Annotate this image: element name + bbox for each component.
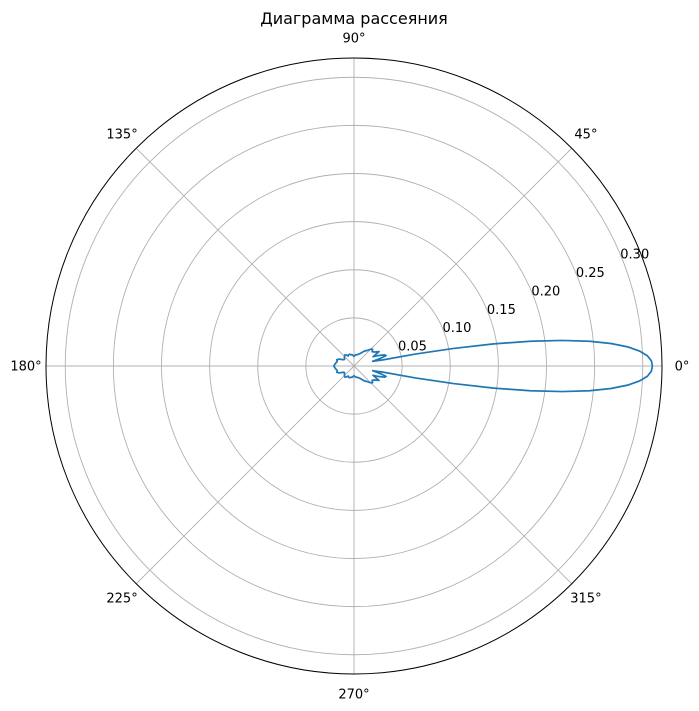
polar-frame <box>45 57 663 675</box>
r-tick-labels: 0.05 0.10 0.15 0.20 0.25 0.30 <box>398 248 649 355</box>
theta-tick-label: 90° <box>342 32 365 47</box>
chart-title: Диаграмма рассеяния <box>260 9 448 28</box>
theta-tick-label: 180° <box>10 360 41 375</box>
r-tick-label: 0.30 <box>620 248 649 263</box>
r-tick-label: 0.05 <box>398 340 427 355</box>
theta-tick-label: 270° <box>338 688 369 703</box>
theta-grid-line <box>353 365 573 585</box>
theta-tick-label: 225° <box>106 591 137 606</box>
r-tick-label: 0.15 <box>487 303 516 318</box>
theta-tick-label: 135° <box>106 128 137 143</box>
r-tick-label: 0.25 <box>576 266 605 281</box>
r-tick-label: 0.10 <box>442 321 471 336</box>
theta-grid-line <box>353 147 573 367</box>
theta-grid-line <box>135 147 355 367</box>
theta-tick-label: 45° <box>574 128 597 143</box>
theta-tick-label: 315° <box>570 591 601 606</box>
series-layer <box>332 339 654 393</box>
series-line <box>332 339 654 393</box>
theta-tick-labels: 0° 45° 90° 135° 180° 225° 270° 315° <box>10 32 689 703</box>
r-tick-label: 0.20 <box>531 284 560 299</box>
theta-grid-line <box>135 365 355 585</box>
theta-tick-label: 0° <box>675 360 690 375</box>
angular-grid <box>46 58 662 674</box>
